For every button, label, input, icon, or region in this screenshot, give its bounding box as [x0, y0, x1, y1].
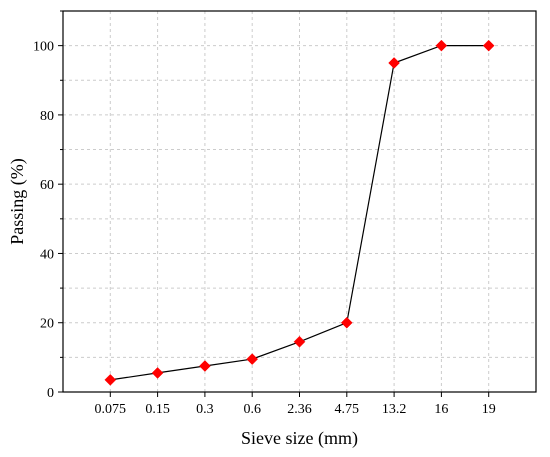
x-tick-label: 0.3: [196, 402, 214, 417]
y-tick-label: 20: [40, 317, 54, 332]
plot-frame: [62, 10, 537, 393]
tick-label-layer: 0 20 40 60 80 100 0.075 0.15 0.3 0.6 2.36 4.75 13.2 1…: [33, 40, 496, 417]
grid-layer: [63, 11, 536, 392]
series-layer: [104, 39, 495, 386]
y-tick-label: 40: [40, 247, 54, 262]
data-point-marker: [340, 316, 353, 329]
x-tick-label: 2.36: [287, 402, 312, 417]
data-point-marker: [435, 39, 448, 52]
data-point-marker: [151, 367, 164, 379]
data-point-marker: [293, 335, 306, 348]
x-tick-label: 0.075: [95, 402, 127, 417]
x-tick-label: 19: [482, 402, 496, 417]
y-tick-label: 60: [40, 178, 54, 193]
y-tick-label: 100: [33, 40, 54, 55]
x-tick-label: 4.75: [335, 402, 360, 417]
x-tick-label: 0.6: [243, 402, 261, 417]
x-axis-title: Sieve size (mm): [241, 428, 358, 449]
y-axis-title: Passing (%): [7, 158, 28, 245]
data-point-marker: [388, 57, 400, 69]
y-tick-label: 0: [47, 386, 54, 401]
tick-layer: [58, 10, 490, 397]
data-point-marker: [104, 374, 117, 386]
x-tick-label: 16: [434, 402, 448, 417]
y-tick-label: 80: [40, 109, 54, 124]
data-point-marker: [246, 353, 259, 365]
data-point-marker: [482, 39, 495, 52]
x-tick-label: 13.2: [382, 402, 407, 417]
x-tick-label: 0.15: [145, 402, 170, 417]
data-point-marker: [199, 360, 211, 372]
